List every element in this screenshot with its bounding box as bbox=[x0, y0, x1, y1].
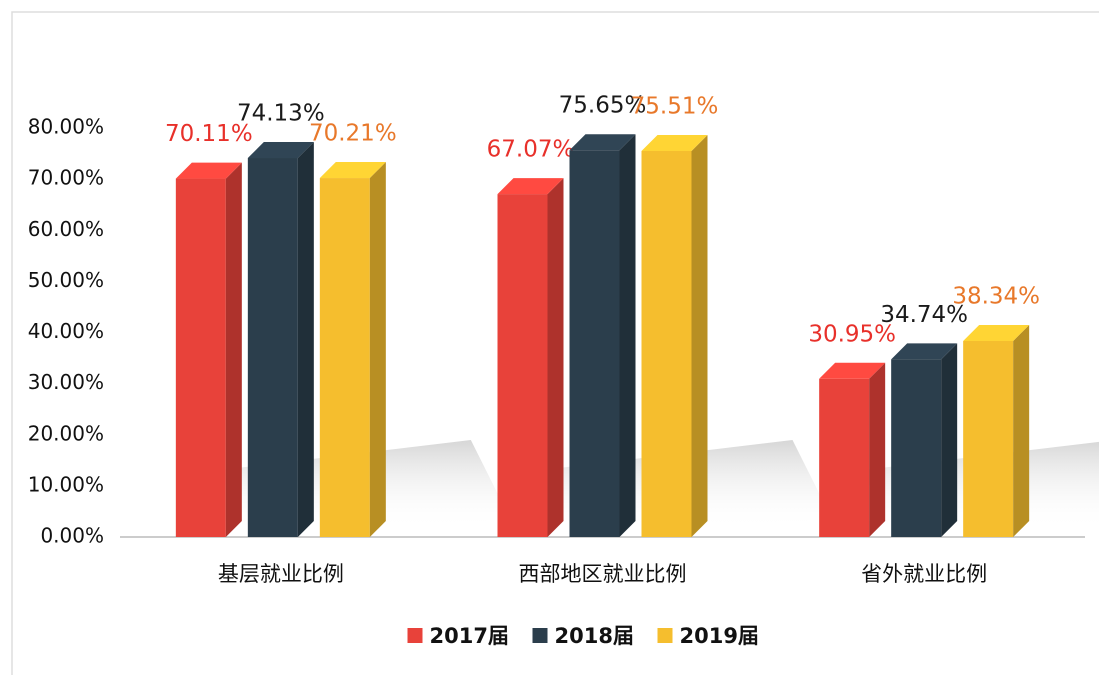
bar-top bbox=[891, 343, 958, 360]
bar bbox=[891, 359, 942, 537]
bar bbox=[819, 378, 870, 537]
x-tick-label: 西部地区就业比例 bbox=[519, 562, 687, 586]
value-label: 75.51% bbox=[631, 93, 719, 119]
bar-top bbox=[247, 142, 314, 159]
value-label: 75.65% bbox=[559, 93, 647, 119]
value-label: 67.07% bbox=[487, 137, 575, 163]
bar-side bbox=[547, 178, 564, 538]
bar-side bbox=[225, 162, 242, 537]
bar-top bbox=[963, 324, 1030, 341]
legend-label: 2018届 bbox=[555, 624, 634, 648]
bar-side bbox=[869, 362, 886, 537]
y-tick-label: 20.00% bbox=[28, 421, 104, 445]
frame bbox=[11, 11, 1099, 675]
value-label: 30.95% bbox=[808, 321, 896, 347]
y-tick-label: 50.00% bbox=[28, 268, 104, 292]
value-label: 70.11% bbox=[165, 121, 253, 147]
bar-side bbox=[297, 142, 314, 537]
bar bbox=[319, 178, 370, 537]
bar-top bbox=[641, 134, 708, 151]
bar-side bbox=[369, 162, 386, 537]
legend-label: 2017届 bbox=[430, 624, 509, 648]
y-tick-label: 30.00% bbox=[28, 370, 104, 394]
bar-top bbox=[175, 162, 242, 179]
legend-swatch bbox=[532, 628, 548, 643]
value-label: 38.34% bbox=[952, 283, 1040, 309]
bar-top bbox=[569, 134, 636, 151]
bar-side bbox=[691, 134, 708, 537]
bar-top bbox=[819, 362, 886, 379]
bar-top bbox=[319, 162, 386, 179]
legend-label: 2019届 bbox=[680, 624, 759, 648]
bar bbox=[641, 150, 692, 537]
y-tick-label: 0.00% bbox=[40, 524, 104, 548]
y-tick-label: 10.00% bbox=[28, 472, 104, 496]
bar bbox=[963, 340, 1014, 537]
value-label: 34.74% bbox=[880, 302, 968, 328]
bar-side bbox=[1013, 324, 1030, 537]
bar bbox=[497, 194, 548, 538]
y-tick-label: 60.00% bbox=[28, 217, 104, 241]
bar bbox=[569, 150, 620, 537]
legend-swatch bbox=[407, 628, 423, 643]
bar-side bbox=[941, 343, 958, 537]
bar bbox=[247, 158, 298, 537]
bar bbox=[175, 178, 226, 537]
x-tick-label: 基层就业比例 bbox=[218, 562, 344, 586]
bar-side bbox=[619, 134, 636, 537]
value-label: 70.21% bbox=[309, 121, 397, 147]
y-tick-label: 40.00% bbox=[28, 319, 104, 343]
value-label: 74.13% bbox=[237, 101, 325, 127]
x-tick-label: 省外就业比例 bbox=[861, 562, 987, 586]
y-tick-label: 70.00% bbox=[28, 166, 104, 190]
legend-swatch bbox=[657, 628, 673, 643]
bar-top bbox=[497, 178, 564, 195]
y-tick-label: 80.00% bbox=[28, 115, 104, 139]
